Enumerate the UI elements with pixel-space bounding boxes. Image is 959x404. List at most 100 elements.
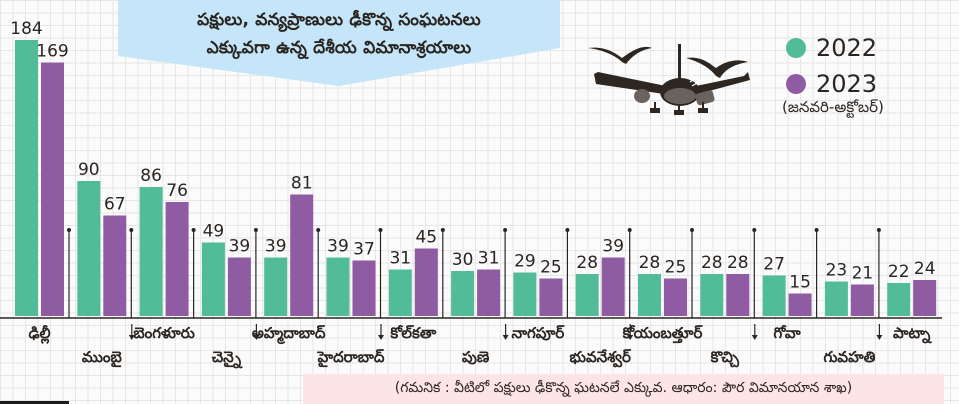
- arrow-head-icon: [378, 335, 384, 340]
- bar-2022-14: [887, 283, 911, 316]
- category-label-2: బెంగళూరు: [133, 324, 194, 342]
- value-label-2023-10: 25: [665, 258, 687, 278]
- value-label-2022-13: 23: [826, 261, 848, 281]
- bar-2023-2: [165, 202, 189, 316]
- bar-2022-12: [762, 275, 786, 316]
- legend-item-2022: 2022: [786, 30, 884, 66]
- category-label-13: గువహతి: [823, 348, 875, 366]
- bar-2022-9: [575, 274, 599, 316]
- separator-dot: [253, 228, 258, 232]
- value-label-2022-1: 90: [78, 160, 100, 180]
- legend-label-2022: 2022: [816, 34, 878, 62]
- banner-shape: [118, 0, 560, 86]
- bar-2023-3: [227, 257, 251, 316]
- separator-dot: [191, 228, 196, 232]
- bar-2022-6: [388, 269, 412, 316]
- value-label-2023-12: 15: [789, 273, 811, 293]
- separator-dot: [565, 228, 570, 232]
- footnote: (గమనిక : వీటిలో పక్షులు ఢీకొన్న ఘటనలే ఎక…: [303, 374, 944, 404]
- value-label-2022-0: 184: [10, 19, 42, 39]
- bar-2023-7: [477, 269, 501, 316]
- separator-dot: [316, 228, 321, 232]
- arrow-head-icon: [876, 335, 883, 340]
- value-label-2022-9: 28: [576, 253, 598, 273]
- value-label-2022-14: 22: [888, 262, 910, 282]
- category-label-11: కొచ్చి: [710, 348, 740, 368]
- bar-2022-7: [451, 271, 475, 316]
- value-label-2022-3: 49: [203, 222, 225, 242]
- category-label-7: పుణె: [462, 348, 490, 366]
- legend-swatch-2023: [786, 74, 806, 94]
- legend-period-note: (జనవరి-అక్టోబర్): [782, 98, 884, 116]
- bar-2023-5: [352, 260, 376, 316]
- category-label-6: కోల్‌కతా: [389, 324, 437, 342]
- separator-dot: [876, 228, 881, 232]
- bar-2023-13: [850, 284, 874, 316]
- bottom-edge-bar: [0, 401, 69, 404]
- legend-item-2023: 2023: [786, 66, 884, 102]
- bird-icon: [588, 46, 652, 64]
- value-label-2023-3: 39: [229, 237, 251, 257]
- category-label-0: ఢిల్లీ: [28, 324, 50, 344]
- value-label-2023-11: 28: [727, 253, 749, 273]
- bar-2022-2: [139, 187, 163, 316]
- separator-dot: [627, 228, 632, 232]
- bar-2022-4: [264, 257, 288, 316]
- value-label-2023-1: 67: [104, 195, 126, 215]
- value-label-2022-2: 86: [140, 166, 162, 186]
- bar-2022-11: [700, 274, 724, 316]
- bar-2022-1: [77, 181, 101, 316]
- category-label-10: కోయంబత్తూర్: [622, 324, 704, 344]
- arrow-head-icon: [253, 335, 260, 340]
- bar-2023-14: [913, 280, 937, 316]
- arrow-head-icon: [128, 335, 135, 340]
- value-label-2022-5: 39: [327, 237, 349, 257]
- category-label-9: భువనేశ్వర్: [570, 348, 632, 368]
- value-label-2023-13: 21: [852, 264, 874, 284]
- chart-title-line-2: ఎక్కువగా ఉన్న దేశీయ విమానాశ్రయాలు: [206, 38, 472, 58]
- bar-2023-10: [664, 278, 687, 316]
- separator-dot: [752, 228, 757, 232]
- category-label-3: చెన్నై: [212, 348, 243, 369]
- arrow-head-icon: [627, 335, 634, 340]
- separator-dot: [690, 228, 694, 232]
- value-label-2023-8: 25: [540, 258, 562, 278]
- category-label-4: అహ్మదాబాద్: [252, 324, 326, 345]
- bar-2023-11: [726, 274, 750, 316]
- chart-title-line-1: పక్షులు, వన్యప్రాణులు ఢీకొన్న సంఘటనలు: [197, 10, 481, 30]
- bar-2022-3: [201, 242, 225, 316]
- separator-dot: [378, 228, 383, 232]
- value-label-2023-0: 169: [36, 42, 68, 62]
- value-label-2023-14: 24: [914, 259, 936, 279]
- bar-2022-8: [513, 272, 537, 316]
- bar-2022-0: [15, 40, 38, 316]
- value-label-2023-4: 81: [291, 174, 313, 194]
- value-label-2022-6: 31: [389, 249, 411, 269]
- bird-icon: [686, 57, 748, 78]
- value-label-2022-12: 27: [763, 255, 785, 275]
- bar-2023-12: [788, 293, 812, 316]
- separator-dot: [67, 228, 71, 232]
- legend: 2022 2023 (జనవరి-అక్టోబర్): [782, 30, 884, 120]
- value-label-2023-6: 45: [415, 228, 437, 248]
- category-label-14: పాట్నా: [893, 324, 933, 344]
- arrow-head-icon: [502, 335, 509, 340]
- category-label-12: గోవా: [774, 324, 801, 342]
- bar-2022-13: [824, 281, 848, 316]
- value-label-2023-2: 76: [166, 181, 188, 201]
- value-label-2023-9: 39: [602, 237, 624, 257]
- value-label-2022-11: 28: [701, 253, 723, 273]
- category-label-8: నాగపూర్: [511, 324, 565, 342]
- category-label-1: ముంబై: [82, 348, 123, 368]
- value-label-2022-4: 39: [265, 237, 287, 257]
- value-label-2022-8: 29: [514, 252, 536, 272]
- legend-label-2023: 2023: [816, 70, 878, 98]
- value-label-2023-5: 37: [353, 240, 375, 260]
- bar-2023-9: [601, 257, 625, 316]
- bar-2022-10: [638, 274, 661, 316]
- bar-2023-8: [539, 278, 563, 316]
- separator-dot: [503, 228, 508, 232]
- bar-2023-1: [103, 215, 127, 316]
- legend-swatch-2022: [786, 38, 806, 58]
